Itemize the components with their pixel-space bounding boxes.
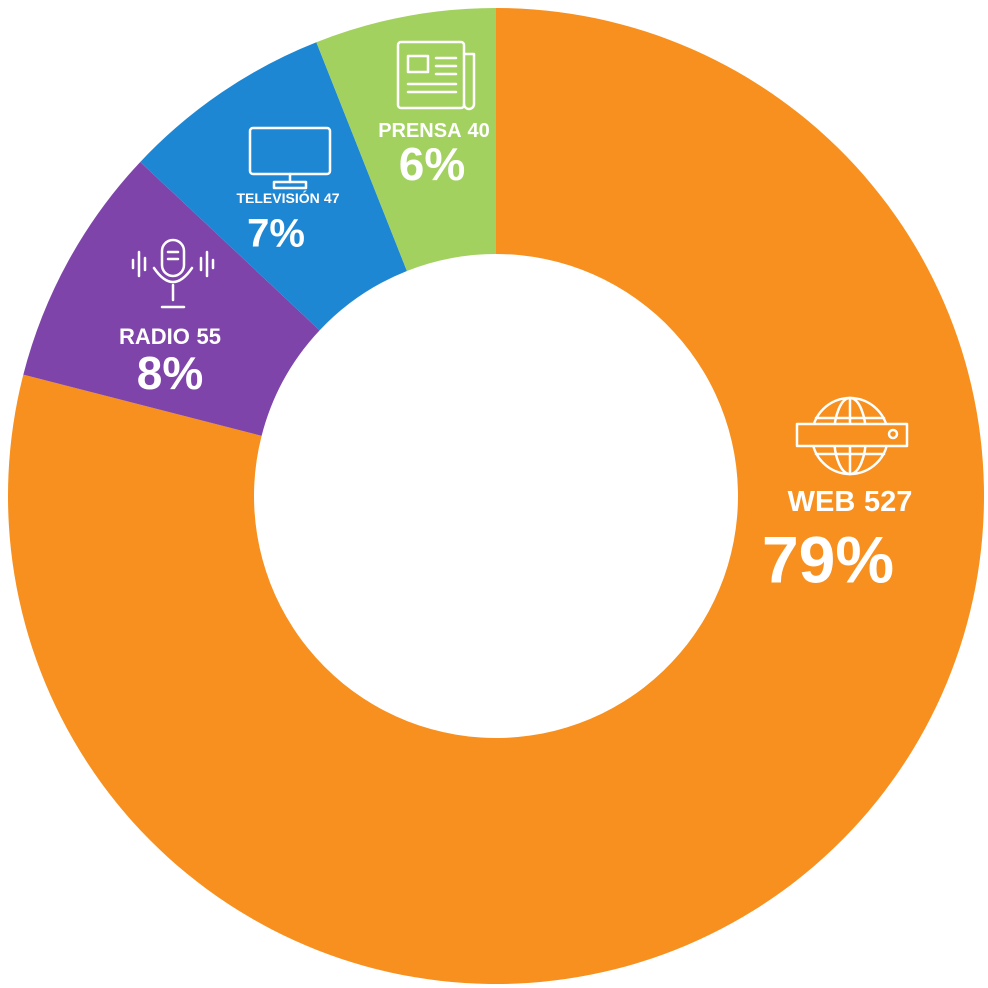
web-icon bbox=[795, 396, 909, 476]
slice bbox=[23, 161, 320, 436]
category-name: PRENSA bbox=[378, 120, 461, 142]
percent-label: 79% bbox=[762, 522, 894, 596]
slice-label: WEB 527 bbox=[788, 486, 913, 518]
slice-label: RADIO 55 bbox=[119, 324, 221, 349]
tv-icon bbox=[248, 126, 332, 190]
slice-label: PRENSA 40 bbox=[378, 120, 490, 142]
slice-label: TELEVISIÓN 47 bbox=[236, 189, 339, 206]
category-name: WEB bbox=[788, 486, 856, 518]
prensa-icon bbox=[396, 40, 476, 111]
radio-icon bbox=[131, 238, 215, 309]
count: 40 bbox=[468, 120, 490, 142]
percent-label: 6% bbox=[399, 138, 465, 190]
category-name: TELEVISIÓN bbox=[236, 189, 319, 206]
slice bbox=[8, 8, 985, 984]
percent-label: 8% bbox=[137, 347, 203, 399]
labels: WEB 527 79% RADIO 558% TELEVISIÓN 47 7% PRENSA 40… bbox=[119, 120, 912, 596]
count: 55 bbox=[197, 324, 221, 349]
count: 47 bbox=[324, 190, 340, 206]
category-name: RADIO bbox=[119, 324, 190, 349]
icons bbox=[131, 40, 909, 476]
count: 527 bbox=[864, 486, 912, 518]
percent-label: 7% bbox=[247, 212, 305, 256]
